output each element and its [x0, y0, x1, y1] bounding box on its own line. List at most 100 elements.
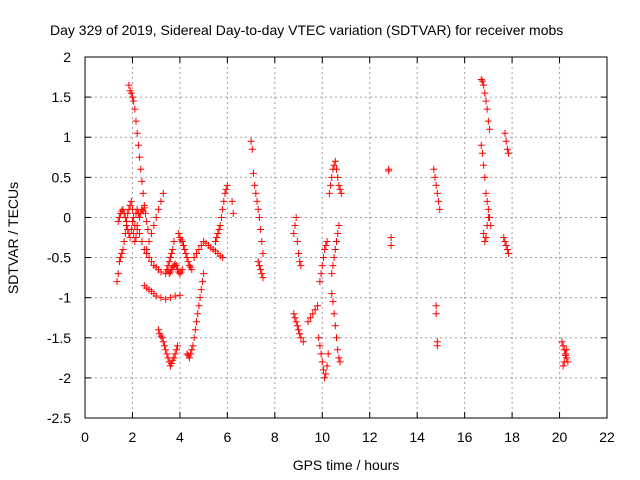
data-point	[147, 258, 155, 266]
data-point	[328, 290, 336, 298]
data-point	[185, 354, 193, 362]
data-point	[328, 270, 336, 278]
data-point	[136, 213, 144, 221]
data-point	[249, 169, 257, 177]
data-point	[159, 189, 167, 197]
x-tick-label: 22	[599, 429, 615, 445]
data-point	[150, 221, 158, 229]
data-point	[503, 145, 511, 153]
data-point	[322, 370, 330, 378]
data-point	[223, 181, 231, 189]
data-point	[432, 310, 440, 318]
data-point	[317, 270, 325, 278]
data-point	[290, 229, 298, 237]
data-point	[336, 185, 344, 193]
data-point	[480, 229, 488, 237]
data-point	[329, 298, 337, 306]
data-point	[331, 246, 339, 254]
data-point	[171, 292, 179, 300]
data-point	[114, 270, 122, 278]
x-axis-label: GPS time / hours	[293, 457, 400, 473]
data-point	[159, 338, 167, 346]
data-point	[254, 258, 262, 266]
data-point	[290, 310, 298, 318]
data-point	[477, 141, 485, 149]
data-point	[323, 238, 331, 246]
data-point	[200, 270, 208, 278]
data-point	[254, 205, 262, 213]
x-tick-label: 4	[176, 429, 184, 445]
data-point	[220, 197, 228, 205]
data-point	[115, 213, 123, 221]
data-point	[128, 217, 136, 225]
data-point	[155, 205, 163, 213]
y-tick-label: 2	[63, 49, 71, 65]
data-point	[152, 213, 160, 221]
data-point	[188, 346, 196, 354]
data-point	[187, 350, 195, 358]
y-tick-label: -0.5	[47, 250, 71, 266]
data-point	[436, 205, 444, 213]
data-point	[251, 181, 259, 189]
data-point	[197, 242, 205, 250]
data-point	[563, 346, 571, 354]
data-point	[329, 262, 337, 270]
data-point	[257, 266, 265, 274]
data-point	[319, 254, 327, 262]
data-point	[484, 205, 492, 213]
x-tick-label: 20	[552, 429, 568, 445]
data-point	[166, 294, 174, 302]
data-point	[147, 229, 155, 237]
data-point	[137, 165, 145, 173]
data-point	[559, 362, 567, 370]
data-point	[195, 246, 203, 254]
data-point	[293, 322, 301, 330]
y-tick-label: -1	[59, 290, 72, 306]
data-point	[213, 234, 221, 241]
x-tick-label: 6	[223, 429, 231, 445]
data-point	[253, 197, 261, 205]
data-point	[327, 181, 335, 189]
data-point	[482, 189, 490, 197]
data-point	[120, 238, 128, 246]
data-point	[316, 278, 324, 286]
data-point	[134, 141, 142, 149]
y-tick-label: -2	[59, 370, 72, 386]
data-point	[321, 246, 329, 254]
data-point	[123, 221, 131, 229]
data-point	[433, 342, 441, 350]
data-point	[117, 254, 125, 262]
data-point	[162, 295, 170, 303]
data-point	[126, 201, 134, 209]
data-point	[482, 97, 490, 105]
data-point	[184, 258, 192, 266]
data-point	[257, 225, 265, 233]
plot-frame	[84, 56, 608, 419]
data-point	[334, 346, 342, 354]
data-point	[152, 292, 160, 300]
data-point	[385, 167, 393, 175]
data-point	[145, 254, 153, 262]
data-point	[333, 334, 341, 342]
data-point	[118, 250, 126, 258]
data-point	[222, 185, 230, 193]
x-tick-label: 12	[362, 429, 378, 445]
data-point	[127, 225, 135, 233]
data-point	[132, 117, 140, 125]
data-point	[336, 358, 344, 366]
data-point	[311, 306, 319, 314]
data-point	[333, 165, 341, 173]
data-point	[140, 201, 148, 209]
data-point	[121, 213, 129, 221]
data-point	[171, 260, 179, 268]
data-point	[484, 213, 492, 221]
data-point	[480, 81, 488, 89]
data-point	[558, 338, 566, 346]
data-point	[126, 234, 134, 241]
data-point	[174, 342, 182, 350]
data-point	[128, 93, 136, 101]
data-point	[324, 350, 332, 358]
data-point	[503, 246, 511, 254]
data-point	[127, 197, 135, 205]
